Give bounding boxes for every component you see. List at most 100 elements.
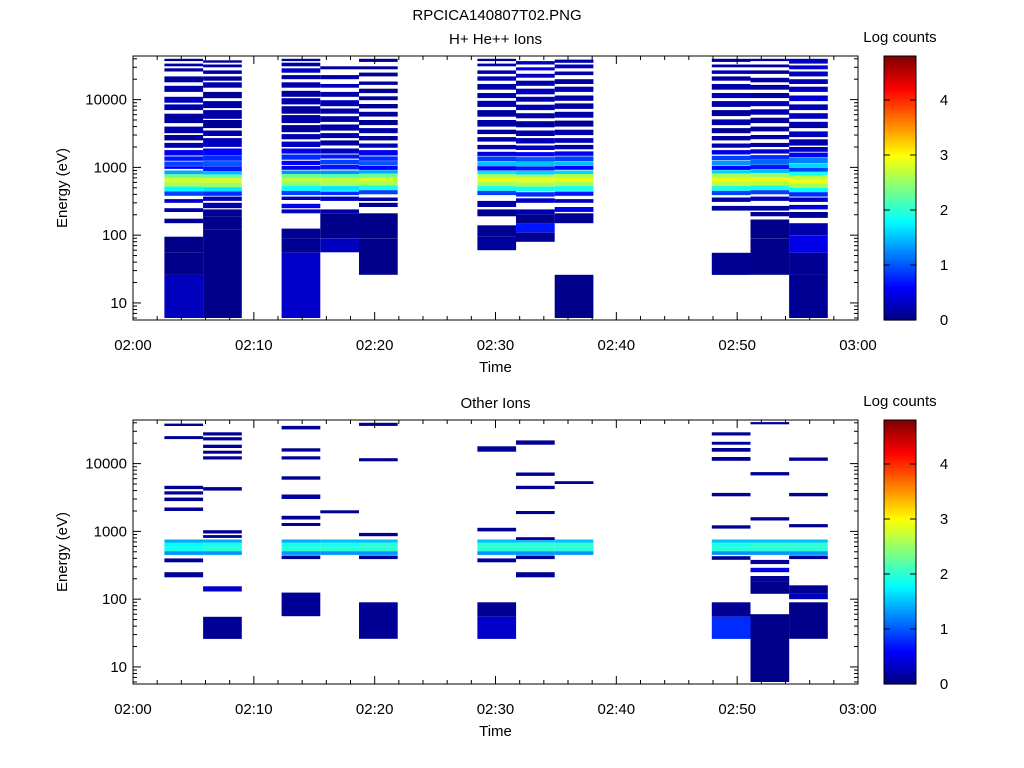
colorbar-segment bbox=[884, 311, 916, 314]
heatmap-cell bbox=[789, 167, 828, 172]
x-axis-label: Time bbox=[479, 359, 512, 376]
heatmap-cell bbox=[789, 163, 828, 168]
colorbar-segment bbox=[884, 60, 916, 64]
heatmap-cell bbox=[164, 182, 204, 187]
heatmap-cell bbox=[554, 186, 594, 191]
colorbar-segment bbox=[884, 139, 916, 143]
heatmap-cell bbox=[789, 79, 828, 84]
heatmap-cell bbox=[711, 525, 751, 529]
colorbar-segment bbox=[884, 62, 916, 66]
colorbar-segment bbox=[884, 461, 916, 465]
heatmap-cell bbox=[516, 166, 555, 171]
heatmap-cell bbox=[203, 155, 242, 161]
heatmap-cell bbox=[554, 156, 594, 161]
heatmap-cell bbox=[320, 181, 359, 186]
heatmap-cell bbox=[477, 558, 517, 563]
heatmap-cell bbox=[711, 64, 751, 68]
heatmap-cell bbox=[359, 190, 398, 195]
heatmap-cell bbox=[281, 160, 321, 166]
heatmap-cell bbox=[281, 58, 321, 62]
heatmap-cell bbox=[281, 90, 321, 97]
heatmap-cell bbox=[281, 190, 321, 196]
colorbar-segment bbox=[884, 249, 916, 253]
heatmap-cell bbox=[164, 177, 204, 183]
colorbar-segment bbox=[884, 144, 916, 147]
colorbar-segment bbox=[884, 668, 916, 672]
colorbar-segment bbox=[884, 633, 916, 637]
colorbar-segment bbox=[884, 622, 916, 626]
heatmap-cell bbox=[554, 138, 594, 143]
heatmap-cell bbox=[359, 173, 398, 178]
chart-panel-1: 02:00 02:10 02:20 02:30 02:40 02:50 03:0010100… bbox=[54, 29, 948, 376]
heatmap-cell bbox=[164, 436, 204, 440]
heatmap-cell bbox=[320, 542, 359, 547]
heatmap-cell bbox=[359, 555, 398, 560]
colorbar-segment bbox=[884, 313, 916, 317]
heatmap-cell bbox=[477, 602, 517, 617]
heatmap-cell bbox=[359, 213, 398, 220]
heatmap-cell bbox=[203, 450, 242, 454]
colorbar-segment bbox=[884, 135, 916, 138]
heatmap-cell bbox=[320, 186, 359, 191]
heatmap-cell bbox=[203, 130, 242, 136]
heatmap-cell bbox=[554, 161, 594, 166]
colorbar-segment bbox=[884, 510, 916, 513]
colorbar-segment bbox=[884, 282, 916, 286]
heatmap-cell bbox=[164, 274, 204, 318]
colorbar-segment bbox=[884, 549, 916, 553]
heatmap-cell bbox=[516, 96, 555, 102]
heatmap-cell bbox=[750, 142, 790, 147]
heatmap-cell bbox=[789, 147, 828, 152]
colorbar: 0 1 2 3 4 Log counts bbox=[863, 393, 948, 693]
colorbar-segment bbox=[884, 499, 916, 502]
colorbar-segment bbox=[884, 642, 916, 645]
heatmap-cell bbox=[320, 140, 359, 146]
colorbar-frame bbox=[883, 419, 917, 685]
colorbar-segment bbox=[884, 629, 916, 632]
colorbar-segment bbox=[884, 75, 916, 79]
colorbar-segment bbox=[884, 490, 916, 494]
heatmap-cell bbox=[789, 71, 828, 77]
heatmap-cell bbox=[203, 487, 242, 491]
heatmap-cell bbox=[281, 154, 321, 160]
heatmap-cell bbox=[281, 68, 321, 73]
heatmap-cell bbox=[554, 274, 594, 318]
colorbar-segment bbox=[884, 613, 916, 617]
heatmap-cell bbox=[554, 86, 594, 92]
heatmap-cell bbox=[750, 185, 790, 191]
heatmap-cell bbox=[164, 126, 204, 134]
colorbar-segment bbox=[884, 448, 916, 452]
heatmap-cell bbox=[203, 148, 242, 156]
heatmap-cell bbox=[359, 143, 398, 148]
heatmap-cell bbox=[711, 190, 751, 196]
heatmap-cell bbox=[516, 157, 555, 162]
colorbar-segment bbox=[884, 212, 916, 215]
colorbar-segment bbox=[884, 56, 916, 59]
heatmap-cell bbox=[711, 143, 751, 148]
heatmap-cell bbox=[359, 66, 398, 70]
heatmap-cell bbox=[516, 113, 555, 119]
heatmap-cell bbox=[359, 602, 398, 639]
heatmap-cell bbox=[554, 191, 594, 196]
heatmap-cell bbox=[711, 93, 751, 99]
heatmap-cell bbox=[711, 457, 751, 461]
heatmap-cell bbox=[711, 205, 751, 211]
heatmap-cell bbox=[789, 183, 828, 188]
colorbar-segment bbox=[884, 269, 916, 273]
x-tick-label: 03:00 bbox=[839, 337, 877, 354]
colorbar-segment bbox=[884, 631, 916, 634]
colorbar-segment bbox=[884, 73, 916, 77]
colorbar-segment bbox=[884, 523, 916, 527]
heatmap-cell bbox=[320, 116, 359, 122]
heatmap-cell bbox=[281, 476, 321, 480]
heatmap-cell bbox=[711, 160, 751, 166]
heatmap-cell bbox=[164, 142, 204, 148]
colorbar-segment bbox=[884, 240, 916, 244]
colorbar-segment bbox=[884, 512, 916, 516]
heatmap-cell bbox=[320, 159, 359, 165]
heatmap-cell bbox=[203, 101, 242, 109]
heatmap-cell bbox=[203, 191, 242, 196]
heatmap-cell bbox=[477, 174, 517, 178]
heatmap-cell bbox=[359, 120, 398, 126]
